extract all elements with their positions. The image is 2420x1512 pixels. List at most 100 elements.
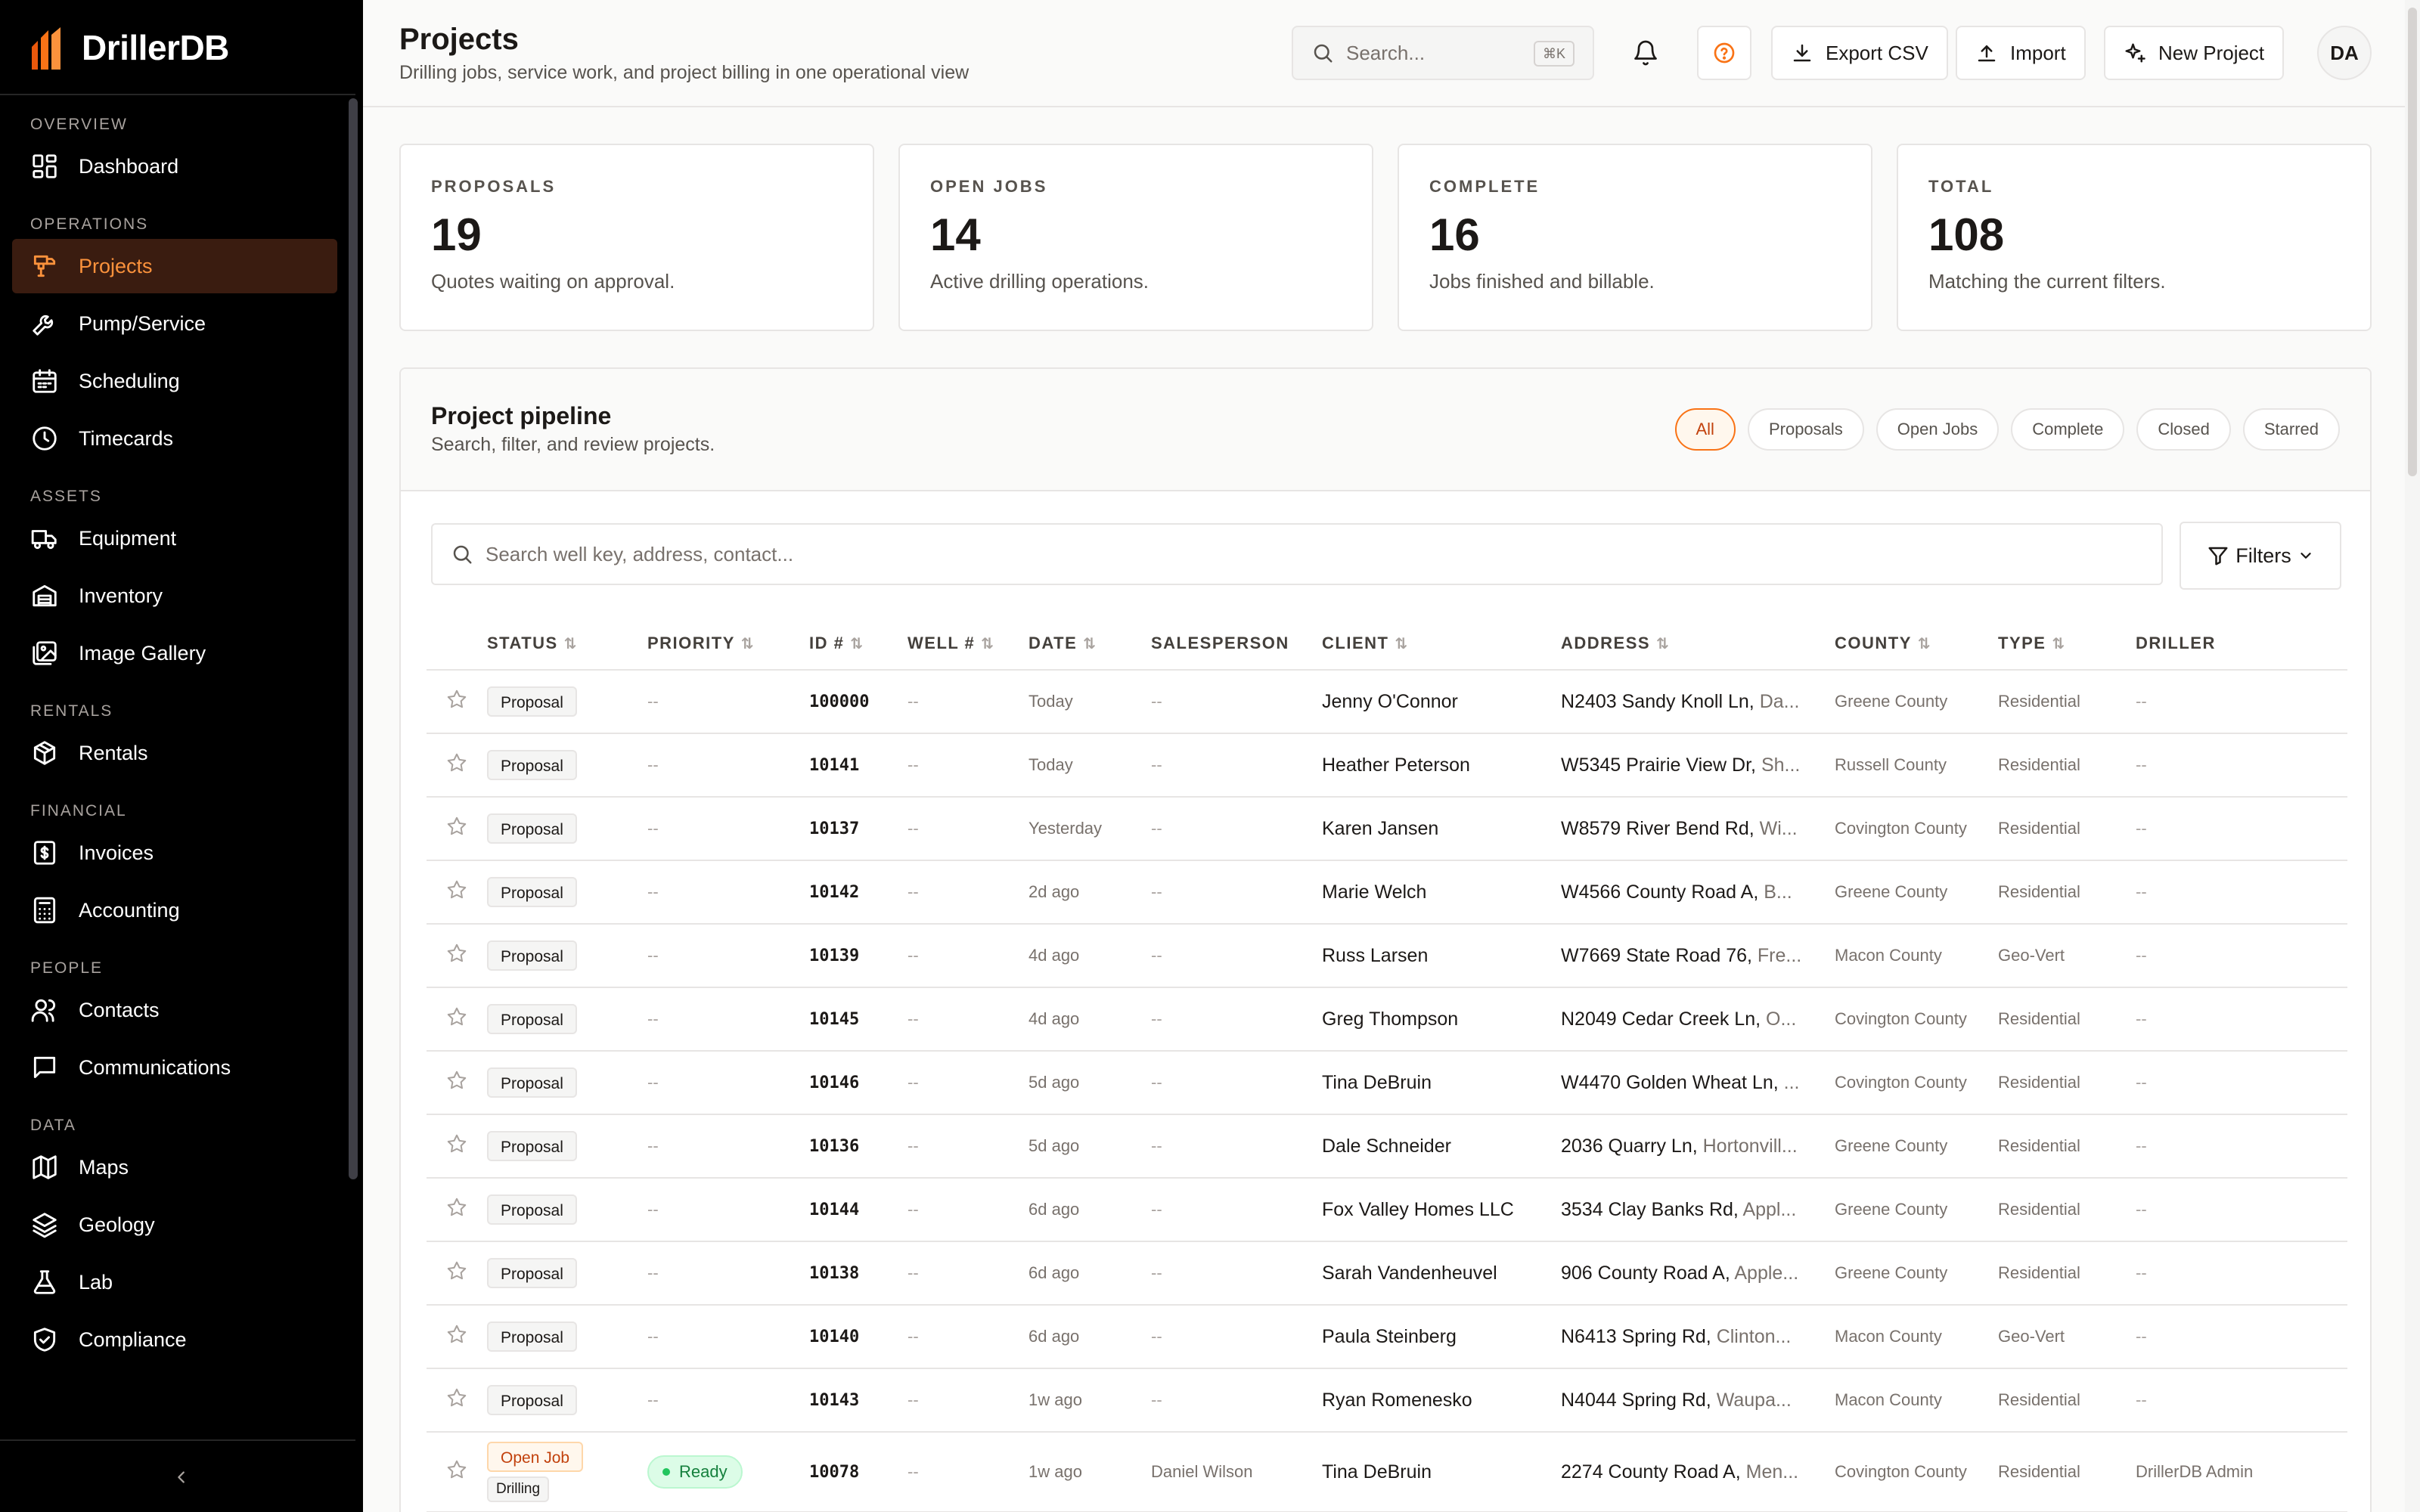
table-row[interactable]: Proposal -- 10143 -- 1w ago -- Ryan Romenesko N… [427, 1368, 2347, 1433]
filter-tab-closed[interactable]: Closed [2136, 408, 2231, 451]
client-cell[interactable]: Sarah Vandenheuvel [1322, 1241, 1561, 1306]
import-button[interactable]: Import [1956, 26, 2086, 80]
sidebar-item-dashboard[interactable]: Dashboard [12, 139, 337, 194]
star-toggle[interactable] [445, 1007, 468, 1033]
client-cell[interactable]: Marie Welch [1322, 860, 1561, 925]
star-toggle[interactable] [445, 1134, 468, 1160]
sidebar-item-invoices[interactable]: Invoices [12, 826, 337, 880]
star-toggle[interactable] [445, 689, 468, 715]
column-header-well[interactable]: WELL # ⇅ [908, 617, 1028, 671]
id-cell[interactable]: 10138 [809, 1241, 908, 1306]
client-cell[interactable]: Dale Schneider [1322, 1114, 1561, 1179]
id-cell[interactable]: 10145 [809, 987, 908, 1052]
help-button[interactable] [1697, 26, 1751, 80]
client-cell[interactable]: Tina DeBruin [1322, 1432, 1561, 1512]
table-row[interactable]: Proposal -- 100000 -- Today -- Jenny O'Connor N… [427, 670, 2347, 734]
column-header-id[interactable]: ID # ⇅ [809, 617, 908, 671]
sidebar-item-contacts[interactable]: Contacts [12, 983, 337, 1037]
column-header-status[interactable]: STATUS ⇅ [487, 617, 647, 671]
id-cell[interactable]: 100000 [809, 670, 908, 734]
star-toggle[interactable] [445, 943, 468, 969]
column-header-priority[interactable]: PRIORITY ⇅ [647, 617, 809, 671]
main-scrollbar[interactable] [2408, 8, 2417, 476]
sidebar-item-lab[interactable]: Lab [12, 1255, 337, 1309]
star-toggle[interactable] [445, 753, 468, 779]
table-row[interactable]: Proposal -- 10137 -- Yesterday -- Karen Jansen… [427, 797, 2347, 861]
collapse-sidebar-button[interactable] [166, 1462, 197, 1492]
filter-tab-all[interactable]: All [1674, 408, 1736, 451]
filter-tab-open-jobs[interactable]: Open Jobs [1876, 408, 2000, 451]
star-toggle[interactable] [445, 1388, 468, 1414]
id-cell[interactable]: 10139 [809, 924, 908, 988]
client-cell[interactable]: Ryan Romenesko [1322, 1368, 1561, 1433]
id-cell[interactable]: 10144 [809, 1178, 908, 1242]
client-cell[interactable]: Karen Jansen [1322, 797, 1561, 861]
sidebar-scrollbar[interactable] [349, 98, 358, 1179]
id-cell[interactable]: 10142 [809, 860, 908, 925]
sidebar-item-scheduling[interactable]: Scheduling [12, 354, 337, 408]
sidebar-item-inventory[interactable]: Inventory [12, 569, 337, 623]
id-cell[interactable]: 10140 [809, 1305, 908, 1369]
sidebar-item-maps[interactable]: Maps [12, 1140, 337, 1194]
sidebar-item-communications[interactable]: Communications [12, 1040, 337, 1095]
user-avatar[interactable]: DA [2317, 26, 2372, 80]
sort-icon[interactable]: ⇅ [740, 635, 754, 652]
sidebar-item-pump-service[interactable]: Pump/Service [12, 296, 337, 351]
sort-icon[interactable]: ⇅ [2052, 635, 2065, 652]
client-cell[interactable]: Greg Thompson [1322, 987, 1561, 1052]
filters-button[interactable]: Filters [2180, 522, 2341, 590]
notifications-button[interactable] [1618, 26, 1673, 80]
client-cell[interactable]: Russ Larsen [1322, 924, 1561, 988]
sort-icon[interactable]: ⇅ [1083, 635, 1097, 652]
filter-tab-complete[interactable]: Complete [2011, 408, 2125, 451]
column-header-driller[interactable]: DRILLER [2136, 617, 2347, 671]
global-search-input[interactable]: Search... ⌘K [1292, 26, 1594, 80]
sidebar-item-geology[interactable]: Geology [12, 1198, 337, 1252]
table-row[interactable]: Proposal -- 10139 -- 4d ago -- Russ Larsen W766… [427, 924, 2347, 988]
new-project-button[interactable]: New Project [2104, 26, 2285, 80]
sidebar-item-compliance[interactable]: Compliance [12, 1312, 337, 1367]
star-toggle[interactable] [445, 1198, 468, 1223]
star-toggle[interactable] [445, 816, 468, 842]
id-cell[interactable]: 10143 [809, 1368, 908, 1433]
client-cell[interactable]: Tina DeBruin [1322, 1051, 1561, 1115]
sort-icon[interactable]: ⇅ [563, 635, 577, 652]
table-row[interactable]: Proposal -- 10145 -- 4d ago -- Greg Thompson N2… [427, 987, 2347, 1052]
sidebar-item-accounting[interactable]: Accounting [12, 883, 337, 937]
sort-icon[interactable]: ⇅ [850, 635, 864, 652]
client-cell[interactable]: Fox Valley Homes LLC [1322, 1178, 1561, 1242]
project-search-input[interactable]: Search well key, address, contact... [431, 523, 2163, 585]
client-cell[interactable]: Jenny O'Connor [1322, 670, 1561, 734]
star-toggle[interactable] [445, 1070, 468, 1096]
star-toggle[interactable] [445, 1460, 468, 1486]
table-row[interactable]: Proposal -- 10138 -- 6d ago -- Sarah Vandenheu… [427, 1241, 2347, 1306]
id-cell[interactable]: 10136 [809, 1114, 908, 1179]
column-header-client[interactable]: CLIENT ⇅ [1322, 617, 1561, 671]
table-row[interactable]: Proposal -- 10140 -- 6d ago -- Paula Steinberg… [427, 1305, 2347, 1369]
column-header-address[interactable]: ADDRESS ⇅ [1561, 617, 1835, 671]
brand[interactable]: DrillerDB [27, 26, 229, 70]
column-header-type[interactable]: TYPE ⇅ [1998, 617, 2136, 671]
table-row[interactable]: Proposal -- 10142 -- 2d ago -- Marie Welch W456… [427, 860, 2347, 925]
sidebar-item-rentals[interactable]: Rentals [12, 726, 337, 780]
sort-icon[interactable]: ⇅ [1656, 635, 1669, 652]
id-cell[interactable]: 10141 [809, 733, 908, 798]
sidebar-item-projects[interactable]: Projects [12, 239, 337, 293]
id-cell[interactable]: 10078 [809, 1432, 908, 1512]
sidebar-item-timecards[interactable]: Timecards [12, 411, 337, 466]
table-row[interactable]: Proposal -- 10136 -- 5d ago -- Dale Schneider 2… [427, 1114, 2347, 1179]
column-header-date[interactable]: DATE ⇅ [1028, 617, 1151, 671]
filter-tab-starred[interactable]: Starred [2242, 408, 2340, 451]
column-header-county[interactable]: COUNTY ⇅ [1835, 617, 1998, 671]
sort-icon[interactable]: ⇅ [1395, 635, 1408, 652]
id-cell[interactable]: 10146 [809, 1051, 908, 1115]
client-cell[interactable]: Paula Steinberg [1322, 1305, 1561, 1369]
table-row[interactable]: Proposal -- 10144 -- 6d ago -- Fox Valley Home… [427, 1178, 2347, 1242]
table-row[interactable]: Proposal -- 10146 -- 5d ago -- Tina DeBruin W44… [427, 1051, 2347, 1115]
sort-icon[interactable]: ⇅ [981, 635, 994, 652]
sidebar-item-equipment[interactable]: Equipment [12, 511, 337, 565]
client-cell[interactable]: Heather Peterson [1322, 733, 1561, 798]
star-toggle[interactable] [445, 1261, 468, 1287]
table-row[interactable]: Open Job Drilling Ready 10078 -- 1w ago Daniel… [427, 1432, 2347, 1512]
star-toggle[interactable] [445, 1325, 468, 1350]
